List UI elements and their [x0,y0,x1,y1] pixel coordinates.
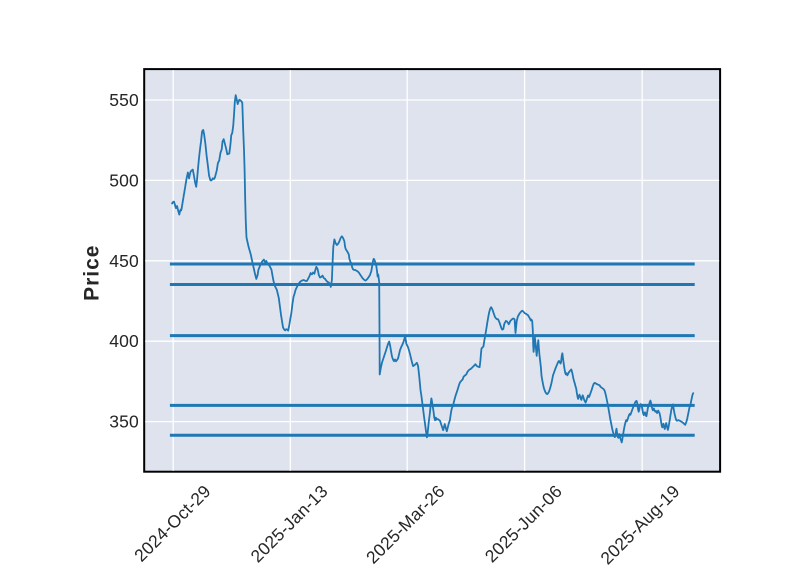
svg-text:400: 400 [109,331,139,351]
svg-text:Price: Price [80,245,103,301]
svg-text:550: 550 [109,90,139,110]
svg-text:450: 450 [109,251,139,271]
svg-text:350: 350 [109,412,139,432]
svg-text:500: 500 [109,170,139,190]
